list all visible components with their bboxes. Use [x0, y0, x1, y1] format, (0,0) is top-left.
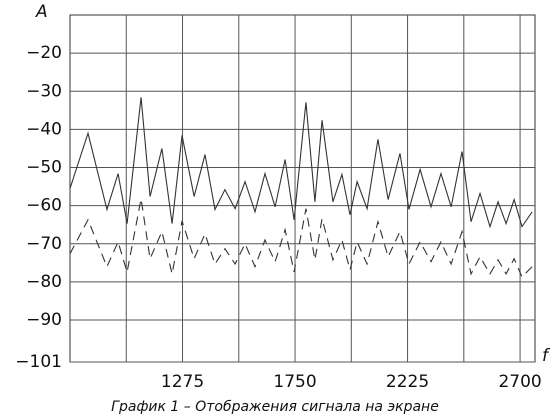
x-tick-label: 1750: [273, 372, 316, 392]
y-tick-label: −101: [15, 352, 62, 372]
x-tick-label: 2225: [386, 372, 429, 392]
y-tick-label: −90: [26, 310, 62, 330]
y-tick-label: −60: [26, 196, 62, 216]
x-axis-label: f: [542, 346, 551, 366]
y-tick-label: −30: [26, 81, 62, 101]
y-tick-label: −80: [26, 272, 62, 292]
y-tick-label: −50: [26, 158, 62, 178]
plot-frame: [69, 14, 536, 363]
y-axis-label: A: [35, 2, 48, 22]
y-tick-label: −20: [26, 43, 62, 63]
x-tick-label: 1275: [161, 372, 204, 392]
x-tick-label: 2700: [498, 372, 541, 392]
series-line: [69, 97, 533, 229]
series-line: [69, 198, 533, 278]
chart-title: График 1 – Отображения сигнала на экране: [111, 399, 439, 415]
y-tick-label: −40: [26, 119, 62, 139]
y-tick-label: −70: [26, 234, 62, 254]
